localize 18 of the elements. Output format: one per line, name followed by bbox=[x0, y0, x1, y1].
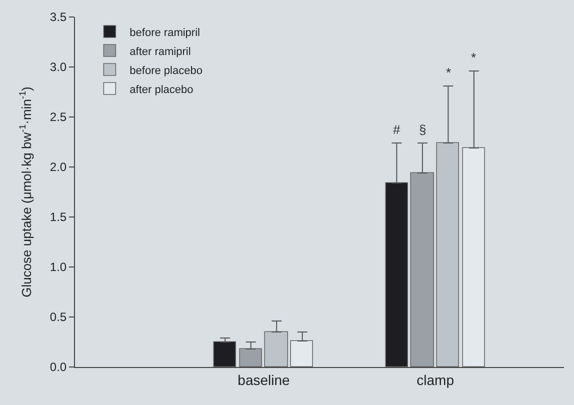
annotation: * bbox=[446, 65, 452, 80]
x-tick-label: clamp bbox=[416, 372, 454, 388]
y-tick-label: 1.0 bbox=[50, 260, 67, 274]
x-tick-label: baseline bbox=[238, 372, 290, 388]
y-tick-label: 3.0 bbox=[50, 60, 67, 74]
y-tick-label: 3.5 bbox=[50, 10, 67, 24]
annotation: § bbox=[419, 122, 426, 137]
annotation: # bbox=[393, 122, 401, 137]
legend-label: before placebo bbox=[130, 64, 202, 77]
y-tick-label: 2.0 bbox=[50, 160, 67, 174]
y-tick-label: 0.0 bbox=[50, 360, 67, 374]
y-tick-label: 1.5 bbox=[50, 210, 67, 224]
legend-label: after placebo bbox=[130, 84, 194, 96]
y-tick-label: 0.5 bbox=[50, 310, 67, 324]
legend-label: before ramipril bbox=[130, 26, 200, 39]
annotation: * bbox=[471, 50, 476, 65]
y-tick-label: 2.5 bbox=[50, 110, 67, 124]
legend-label: after ramipril bbox=[130, 46, 191, 58]
